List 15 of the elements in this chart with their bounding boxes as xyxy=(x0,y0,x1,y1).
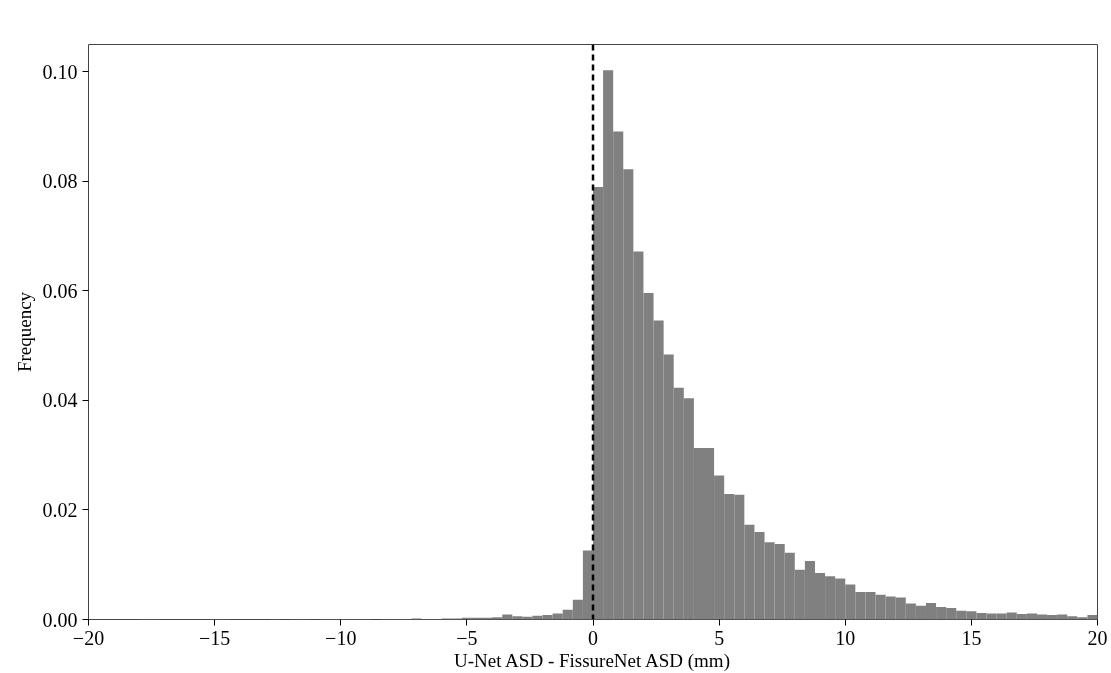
y-tick-label: 0.10 xyxy=(42,60,78,83)
y-tick-label: 0.04 xyxy=(42,389,78,412)
y-tick-label: 0.06 xyxy=(42,279,78,302)
x-tick-label: 20 xyxy=(1087,626,1108,649)
x-tick-label: −15 xyxy=(198,626,231,649)
x-tick-label: 10 xyxy=(835,626,856,649)
x-tick-label: −5 xyxy=(456,626,478,649)
y-tick-label: 0.08 xyxy=(42,170,78,193)
x-tick-label: 0 xyxy=(588,626,598,649)
x-tick-label: 5 xyxy=(714,626,725,649)
y-tick-label: 0.02 xyxy=(42,498,78,521)
x-tick-label: 15 xyxy=(961,626,982,649)
x-axis-title: U-Net ASD - FissureNet ASD (mm) xyxy=(453,649,730,672)
x-tick-label: −10 xyxy=(325,626,357,649)
y-axis-title: Frequency xyxy=(13,291,35,373)
